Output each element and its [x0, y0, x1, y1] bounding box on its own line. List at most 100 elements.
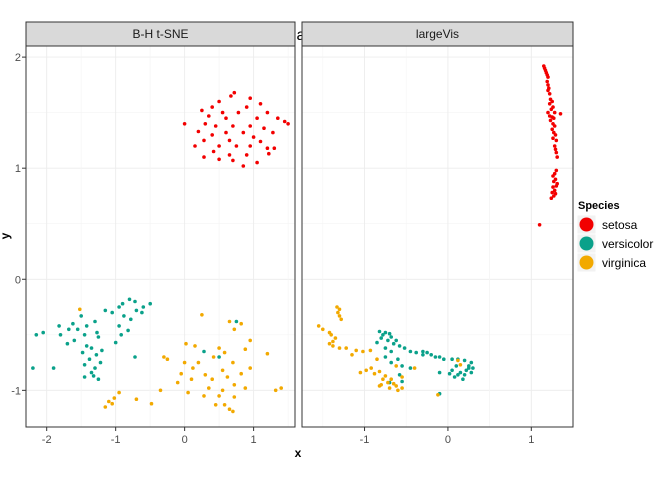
data-point-setosa: [554, 150, 559, 155]
data-point-virginica: [391, 381, 396, 386]
data-point-setosa: [251, 135, 256, 139]
data-point-setosa: [224, 130, 228, 135]
data-point-versicolor: [400, 364, 404, 368]
data-point-setosa: [553, 147, 558, 152]
data-point-virginica: [369, 366, 374, 370]
data-point-setosa: [182, 122, 187, 126]
data-point-setosa: [554, 168, 559, 173]
data-point-versicolor: [89, 346, 94, 350]
data-point-virginica: [213, 403, 218, 407]
data-point-versicolor: [96, 377, 101, 382]
data-point-setosa: [558, 112, 563, 116]
data-point-setosa: [227, 153, 232, 157]
data-point-versicolor: [133, 299, 137, 304]
data-point-virginica: [165, 357, 170, 362]
data-point-virginica: [316, 324, 321, 328]
data-point-setosa: [258, 139, 263, 144]
data-point-virginica: [337, 307, 342, 312]
data-point-versicolor: [202, 349, 206, 354]
panel-border: [25, 45, 296, 428]
data-point-setosa: [234, 144, 239, 148]
data-point-setosa: [232, 90, 237, 95]
data-point-setosa: [248, 124, 252, 128]
data-point-virginica: [231, 409, 235, 414]
data-point-versicolor: [408, 349, 413, 354]
data-point-versicolor: [394, 338, 399, 343]
data-point-setosa: [553, 133, 558, 137]
data-point-setosa: [554, 184, 559, 188]
data-point-setosa: [255, 160, 259, 165]
data-point-virginica: [321, 327, 325, 332]
data-point-versicolor: [456, 373, 460, 377]
data-point-versicolor: [458, 370, 463, 375]
y-tick-label: 0: [15, 274, 21, 286]
data-point-virginica: [331, 344, 335, 348]
series-setosa: [182, 90, 290, 168]
data-point-virginica: [377, 369, 382, 374]
data-point-versicolor: [95, 330, 99, 335]
data-point-virginica: [243, 386, 248, 390]
data-point-virginica: [134, 397, 139, 402]
x-tick-label: -1: [360, 434, 370, 446]
data-point-versicolor: [31, 366, 35, 370]
data-point-setosa: [276, 116, 280, 120]
data-point-versicolor: [462, 358, 467, 363]
data-point-virginica: [400, 386, 404, 390]
series-versicolor: [375, 329, 475, 396]
data-point-setosa: [550, 99, 554, 104]
data-point-virginica: [186, 390, 190, 395]
data-point-versicolor: [80, 350, 85, 355]
data-point-setosa: [555, 155, 559, 159]
data-point-versicolor: [429, 353, 434, 357]
data-point-virginica: [103, 405, 108, 409]
data-point-virginica: [368, 348, 373, 353]
data-point-virginica: [436, 393, 440, 397]
data-point-virginica: [344, 346, 349, 350]
data-point-setosa: [552, 194, 556, 198]
x-tick-label: 1: [528, 434, 534, 446]
data-point-virginica: [364, 368, 369, 373]
data-point-setosa: [537, 223, 542, 227]
data-point-setosa: [248, 144, 252, 148]
data-point-virginica: [337, 314, 342, 318]
y-tick-label: -1: [11, 385, 21, 397]
data-point-versicolor: [375, 340, 379, 345]
data-point-setosa: [546, 110, 550, 115]
data-point-setosa: [207, 114, 211, 118]
data-point-setosa: [193, 144, 197, 148]
panel-border: [301, 45, 574, 428]
data-point-setosa: [265, 110, 270, 115]
data-point-setosa: [255, 116, 259, 120]
facet-strip-label: largeVis: [416, 27, 459, 41]
data-point-versicolor: [469, 370, 474, 375]
data-point-setosa: [196, 129, 201, 134]
data-point-versicolor: [217, 355, 221, 359]
data-point-versicolor: [126, 328, 130, 333]
data-point-virginica: [396, 388, 400, 393]
legend-label-setosa: setosa: [602, 218, 638, 232]
data-point-versicolor: [117, 324, 121, 328]
data-point-virginica: [196, 360, 201, 365]
legend-title: Species: [578, 200, 620, 212]
data-point-virginica: [222, 350, 227, 355]
data-point-setosa: [552, 144, 557, 148]
data-point-virginica: [331, 339, 335, 344]
data-point-virginica: [211, 355, 216, 359]
data-point-virginica: [248, 338, 252, 343]
data-point-versicolor: [93, 319, 97, 324]
data-point-setosa: [202, 155, 206, 159]
data-point-virginica: [227, 407, 232, 412]
data-point-virginica: [383, 374, 388, 378]
data-point-virginica: [375, 357, 379, 362]
data-point-virginica: [339, 317, 344, 322]
data-point-virginica: [203, 373, 208, 377]
data-point-setosa: [231, 158, 235, 163]
data-point-setosa: [220, 110, 225, 115]
data-point-versicolor: [442, 357, 446, 362]
x-tick-label: 0: [445, 434, 451, 446]
data-point-setosa: [202, 138, 206, 143]
data-point-versicolor: [467, 364, 471, 368]
series-virginica: [78, 307, 284, 414]
data-point-versicolor: [117, 305, 121, 309]
